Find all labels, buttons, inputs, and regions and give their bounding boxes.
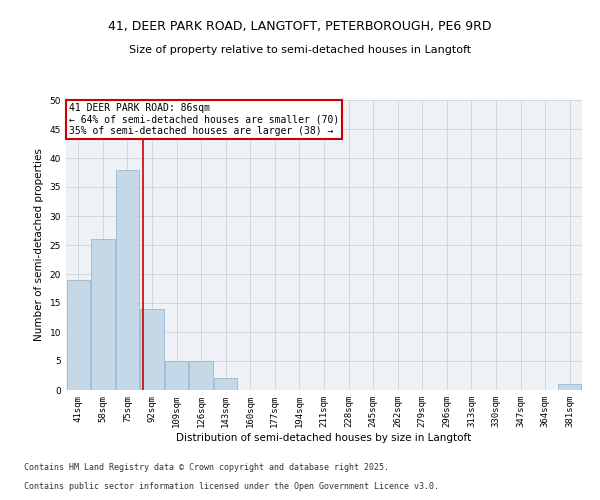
Bar [116,170,139,390]
X-axis label: Distribution of semi-detached houses by size in Langtoft: Distribution of semi-detached houses by … [176,432,472,442]
Bar [190,361,213,390]
Bar [214,378,238,390]
Bar [91,239,115,390]
Bar [67,280,90,390]
Text: Size of property relative to semi-detached houses in Langtoft: Size of property relative to semi-detach… [129,45,471,55]
Y-axis label: Number of semi-detached properties: Number of semi-detached properties [34,148,44,342]
Bar [165,361,188,390]
Text: 41 DEER PARK ROAD: 86sqm
← 64% of semi-detached houses are smaller (70)
35% of s: 41 DEER PARK ROAD: 86sqm ← 64% of semi-d… [68,103,339,136]
Bar [558,384,581,390]
Text: Contains HM Land Registry data © Crown copyright and database right 2025.: Contains HM Land Registry data © Crown c… [24,464,389,472]
Text: 41, DEER PARK ROAD, LANGTOFT, PETERBOROUGH, PE6 9RD: 41, DEER PARK ROAD, LANGTOFT, PETERBOROU… [108,20,492,33]
Text: Contains public sector information licensed under the Open Government Licence v3: Contains public sector information licen… [24,482,439,491]
Bar [140,309,164,390]
